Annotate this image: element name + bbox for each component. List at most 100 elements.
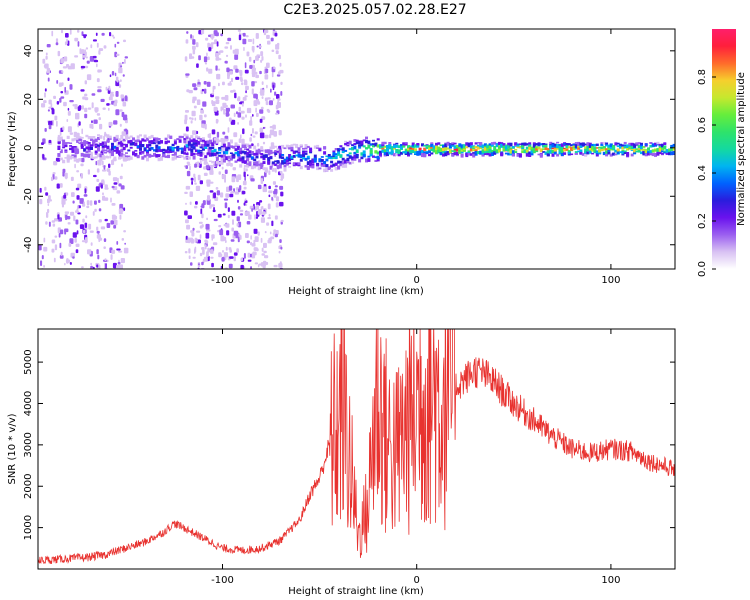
spectrogram-ridge-cell [334,167,338,170]
spectrogram-noise-cell [224,169,228,174]
spectrogram-ridge-cell [404,148,408,152]
spectrogram-noise-cell [245,233,249,238]
spectrogram-ridge-cell [222,154,226,158]
spectrogram-noise-cell [96,168,100,173]
spectrogram-noise-cell [46,212,49,218]
spectrogram-ridge-cell [474,151,478,154]
spectrogram-ridge-cell [148,136,152,139]
spectrogram-ridge-cell [446,151,450,153]
spectrogram-noise-cell [100,98,105,102]
spectrogram-noise-cell [206,179,211,184]
spectrogram-noise-cell [257,184,262,190]
spectrogram-noise-cell [219,253,223,257]
spectrogram-ridge-cell [278,155,282,159]
spectrogram-ridge-cell [435,150,438,154]
spectrogram-noise-cell [111,71,115,76]
spectrogram-noise-cell [248,214,252,220]
spectrogram-noise-cell [206,67,209,72]
spectrogram-noise-cell [75,187,80,191]
spectrogram-noise-cell [202,101,207,107]
spectrogram-ridge-cell [257,148,261,152]
spectrogram-ridge-cell [525,149,529,153]
spectrogram-ridge-cell [630,153,634,157]
spectrogram-ridge-cell [376,144,380,148]
spectrogram-noise-cell [54,218,59,222]
spectrogram-noise-cell [224,95,229,101]
spectrogram-ridge-cell [197,140,201,145]
spectrogram-ridge-cell [376,151,380,155]
spectrogram-ridge-cell [435,142,438,146]
spectrogram-ridge-cell [351,147,355,151]
spectrogram-noise-cell [98,48,104,51]
spectrogram-ridge-cell [442,150,445,154]
spectrogram-noise-cell [200,159,202,165]
spectrogram-ridge-cell [276,164,280,168]
spectrogram-ridge-cell [421,143,424,147]
spectrogram-ridge-cell [148,143,152,147]
spectrogram-ridge-cell [311,163,315,166]
spectrogram-noise-cell [189,165,191,171]
spectrogram-noise-cell [108,121,113,126]
spectrogram-noise-cell [60,58,65,64]
spectrogram-noise-cell [90,265,93,269]
spectrogram-noise-cell [264,29,269,33]
spectrogram-noise-cell [48,139,52,144]
spectrogram-noise-cell [229,256,234,259]
spectrogram-noise-cell [196,161,200,167]
spectrogram-ridge-cell [215,156,219,161]
spectrogram-noise-cell [249,65,253,69]
spectrogram-ridge-cell [204,155,208,159]
spectrogram-ridge-cell [146,157,149,162]
spectrogram-ridge-cell [190,148,194,153]
spectrogram-ridge-cell [241,144,245,148]
spectrogram-noise-cell [190,177,194,181]
spectrogram-noise-cell [84,65,89,69]
spectrogram-ridge-cell [164,141,168,144]
spectrogram-noise-cell [190,230,195,233]
spectrogram-noise-cell [80,65,86,69]
spectrogram-noise-cell [79,224,84,229]
spectrogram-noise-cell [54,176,58,180]
spectrogram-ridge-cell [448,144,452,149]
spectrogram-ridge-cell [493,141,497,145]
spectrogram-noise-cell [261,206,264,209]
snr-ylabel: SNR (10 * v/v) [7,413,18,484]
spectrogram-ridge-cell [390,150,394,153]
spectrogram-noise-cell [266,62,270,68]
spectrogram-ridge-cell [365,136,368,140]
spectrogram-noise-cell [274,154,277,157]
spectrogram-ridge-cell [218,149,222,151]
spectrogram-ridge-cell [211,142,215,146]
spectrogram-noise-cell [92,211,95,216]
spectrogram-ridge-cell [99,153,103,158]
spectrogram-ridge-cell [274,150,278,153]
spectrogram-ridge-cell [206,140,210,145]
spectrogram-noise-cell [119,264,123,269]
spectrogram-noise-cell [206,52,208,57]
spectrogram-ridge-cell [104,144,107,148]
spectrogram-ridge-cell [262,154,266,159]
spectrogram-noise-cell [69,84,73,90]
spectrogram-noise-cell [253,228,258,234]
spectrogram-ridge-cell [423,151,427,154]
spectrogram-ridge-cell [402,151,406,154]
spectrogram-noise-cell [101,32,105,36]
spectrogram-noise-cell [257,231,260,236]
spectrogram-ridge-cell [222,151,226,155]
spectrogram-noise-cell [192,45,196,50]
spectrogram-noise-cell [199,225,203,229]
spectrogram-noise-cell [222,131,226,135]
spectrogram-noise-cell [230,104,235,109]
spectrogram-ridge-cell [330,165,334,168]
spectrogram-ridge-cell [444,150,448,153]
spectrogram-ridge-cell [66,135,70,139]
spectrogram-ridge-cell [246,151,250,156]
spectrogram-noise-cell [252,38,255,45]
spectrogram-noise-cell [43,100,47,104]
spectrogram-noise-cell [252,128,254,134]
spectrogram-ridge-cell [416,143,420,146]
spectrogram-ridge-cell [160,149,163,152]
spectrogram-ridge-cell [579,142,583,146]
spectrogram-ridge-cell [190,143,194,147]
spectrogram-ridge-cell [325,164,329,168]
